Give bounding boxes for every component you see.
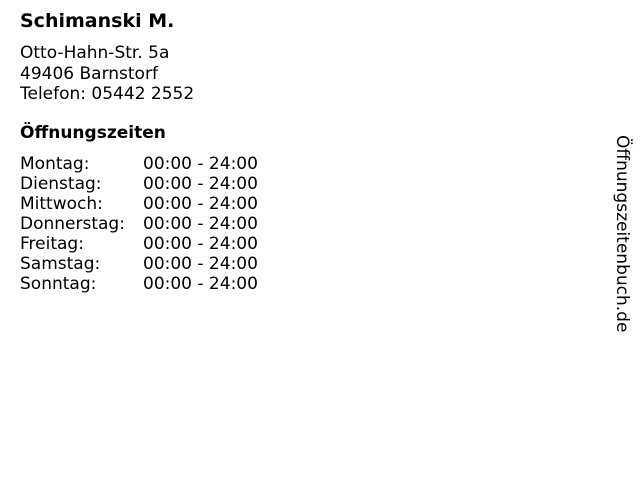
- day: Samstag:: [20, 254, 101, 274]
- day: Sonntag:: [20, 274, 97, 294]
- time: 00:00 - 24:00: [143, 154, 258, 174]
- hours-heading: Öffnungszeiten: [20, 123, 166, 143]
- time: 00:00 - 24:00: [143, 274, 258, 294]
- address-block: Otto-Hahn-Str. 5a 49406 Barnstorf Telefo…: [20, 43, 194, 105]
- day: Donnerstag:: [20, 214, 125, 234]
- hours-row: Montag: 00:00 - 24:00: [20, 154, 258, 174]
- hours-row: Freitag: 00:00 - 24:00: [20, 234, 258, 254]
- hours-row: Dienstag: 00:00 - 24:00: [20, 174, 258, 194]
- business-name: Schimanski M.: [20, 10, 175, 32]
- time: 00:00 - 24:00: [143, 214, 258, 234]
- hours-row: Donnerstag: 00:00 - 24:00: [20, 214, 258, 234]
- time: 00:00 - 24:00: [143, 194, 258, 214]
- hours-table: Montag: 00:00 - 24:00 Dienstag: 00:00 - 24…: [20, 154, 258, 294]
- day: Freitag:: [20, 234, 84, 254]
- time: 00:00 - 24:00: [143, 254, 258, 274]
- phone: Telefon: 05442 2552: [20, 84, 195, 104]
- site-watermark: Öffnungszeitenbuch.de: [612, 135, 632, 333]
- hours-row: Samstag: 00:00 - 24:00: [20, 254, 258, 274]
- street: Otto-Hahn-Str. 5a: [20, 43, 170, 63]
- day: Dienstag:: [20, 174, 102, 194]
- city: 49406 Barnstorf: [20, 63, 158, 84]
- day: Montag:: [20, 154, 90, 174]
- time: 00:00 - 24:00: [143, 174, 258, 194]
- hours-row: Mittwoch: 00:00 - 24:00: [20, 194, 258, 214]
- day: Mittwoch:: [20, 194, 103, 214]
- hours-row: Sonntag: 00:00 - 24:00: [20, 274, 258, 294]
- time: 00:00 - 24:00: [143, 234, 258, 254]
